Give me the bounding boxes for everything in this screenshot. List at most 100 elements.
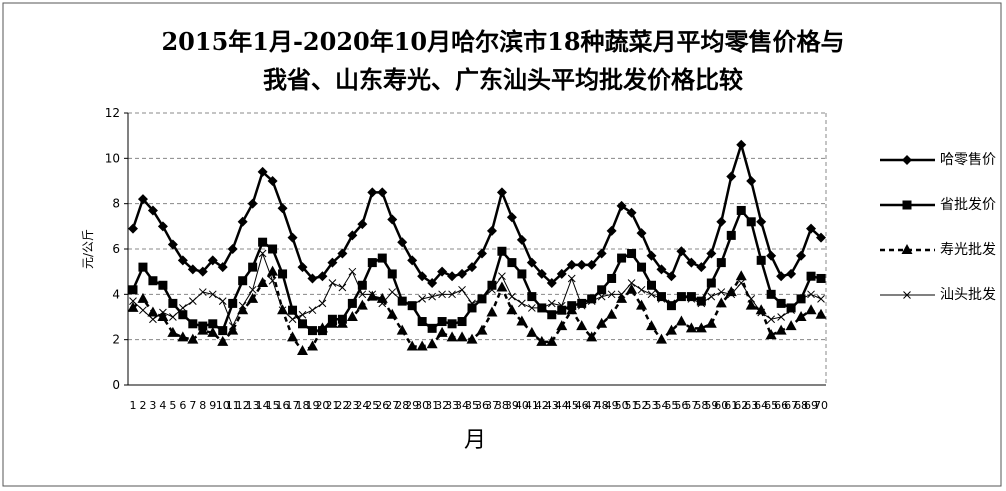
data-point [756,255,766,265]
x-tick-label: 22 [335,399,349,412]
x-tick-label: 56 [674,399,688,412]
data-point [298,319,307,329]
data-point [666,271,677,282]
data-point [586,259,597,270]
data-point [665,324,677,335]
data-point [506,212,517,223]
data-point [902,200,912,210]
data-point [218,326,228,336]
data-point [457,268,468,279]
data-point [496,187,507,198]
data-point [518,299,526,308]
data-point [167,239,178,250]
data-point [557,301,566,310]
x-tick-label: 35 [465,399,479,412]
x-tick-label: 61 [724,399,738,412]
data-point [586,331,598,342]
data-point [617,253,627,263]
data-point [655,333,667,344]
x-tick-label: 38 [495,399,509,412]
x-tick-label: 63 [744,399,758,412]
x-tick-label: 48 [595,399,609,412]
x-tick-label: 29 [405,399,419,412]
data-point [816,232,827,243]
data-point [346,311,358,321]
data-point [137,292,149,303]
data-point [536,268,547,279]
data-point [169,313,177,321]
data-point [696,296,706,306]
data-point [626,207,637,218]
data-point [157,311,169,321]
series-line [131,140,822,285]
x-tick-label: 8 [199,399,206,412]
data-point [258,237,268,247]
data-point [806,223,817,234]
data-point [705,317,717,328]
data-point [706,248,717,259]
x-tick-label: 51 [625,399,639,412]
x-tick-label: 60 [714,399,728,412]
data-point [377,253,387,263]
data-point [626,283,638,294]
data-point [736,139,747,150]
data-point [676,246,687,257]
x-tick-label: 43 [545,399,559,412]
data-point [637,285,646,294]
data-point [496,281,508,292]
data-point [607,290,616,299]
data-point [308,306,317,315]
data-point [517,269,527,279]
data-point [706,278,716,288]
x-tick-label: 69 [804,399,818,412]
data-point [498,272,506,281]
data-point [446,331,458,342]
x-tick-label: 1 [129,399,136,412]
data-point [138,262,148,272]
data-point [627,249,637,259]
data-point [497,246,507,256]
data-point [257,166,268,177]
x-tick-label: 26 [375,399,389,412]
data-point [148,276,158,286]
data-point [398,297,407,305]
x-tick-label: 30 [415,399,429,412]
data-point [817,295,825,303]
data-point [198,288,207,296]
legend-label: 省批发价 [940,197,996,213]
x-tick-label: 20 [315,399,329,412]
data-point [606,308,618,319]
data-point [397,237,408,248]
data-point [278,306,287,315]
data-point [426,338,438,349]
data-point [427,323,437,333]
data-point [338,283,347,292]
x-tick-label: 31 [425,399,439,412]
data-point [267,176,278,186]
data-point [187,333,199,344]
x-tick-label: 18 [296,399,310,412]
data-point [776,298,786,308]
x-tick-label: 37 [485,399,499,412]
data-point [587,297,596,305]
data-point [715,297,727,308]
data-point [207,255,218,266]
data-point [657,295,666,303]
x-tick-label: 4 [159,399,166,412]
data-point [556,320,568,331]
data-point [318,299,327,308]
data-point [646,250,657,261]
data-point [556,268,567,279]
data-point [337,248,348,259]
data-point [458,285,466,294]
data-point [149,315,157,324]
data-point [695,322,707,333]
data-point [786,303,796,313]
x-tick-label: 58 [694,399,708,412]
data-point [228,322,237,330]
data-point [388,288,397,296]
data-point [257,277,269,287]
data-point [208,319,218,329]
x-tick-label: 27 [385,399,399,412]
data-point [717,288,726,296]
